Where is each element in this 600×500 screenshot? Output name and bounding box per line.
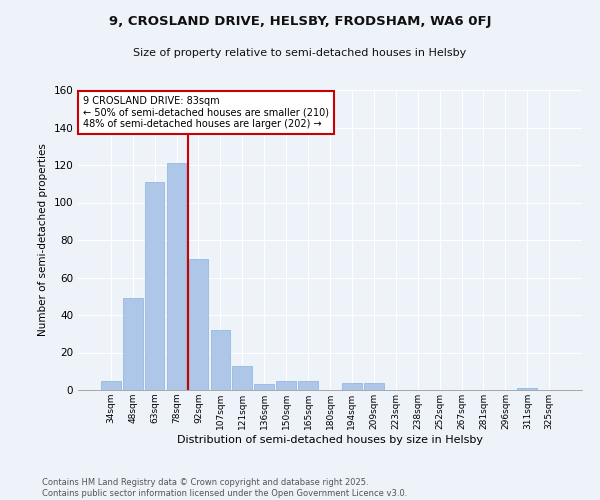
Bar bbox=[167, 163, 187, 390]
Text: 9 CROSLAND DRIVE: 83sqm
← 50% of semi-detached houses are smaller (210)
48% of s: 9 CROSLAND DRIVE: 83sqm ← 50% of semi-de… bbox=[83, 96, 329, 129]
X-axis label: Distribution of semi-detached houses by size in Helsby: Distribution of semi-detached houses by … bbox=[177, 434, 483, 444]
Bar bbox=[254, 384, 274, 390]
Text: Size of property relative to semi-detached houses in Helsby: Size of property relative to semi-detach… bbox=[133, 48, 467, 58]
Bar bbox=[517, 388, 537, 390]
Bar bbox=[211, 330, 230, 390]
Y-axis label: Number of semi-detached properties: Number of semi-detached properties bbox=[38, 144, 48, 336]
Bar bbox=[298, 380, 318, 390]
Bar bbox=[123, 298, 143, 390]
Bar bbox=[342, 382, 362, 390]
Bar bbox=[101, 380, 121, 390]
Bar bbox=[232, 366, 252, 390]
Text: Contains HM Land Registry data © Crown copyright and database right 2025.
Contai: Contains HM Land Registry data © Crown c… bbox=[42, 478, 407, 498]
Bar bbox=[364, 382, 384, 390]
Bar bbox=[276, 380, 296, 390]
Bar bbox=[145, 182, 164, 390]
Text: 9, CROSLAND DRIVE, HELSBY, FRODSHAM, WA6 0FJ: 9, CROSLAND DRIVE, HELSBY, FRODSHAM, WA6… bbox=[109, 15, 491, 28]
Bar bbox=[188, 259, 208, 390]
